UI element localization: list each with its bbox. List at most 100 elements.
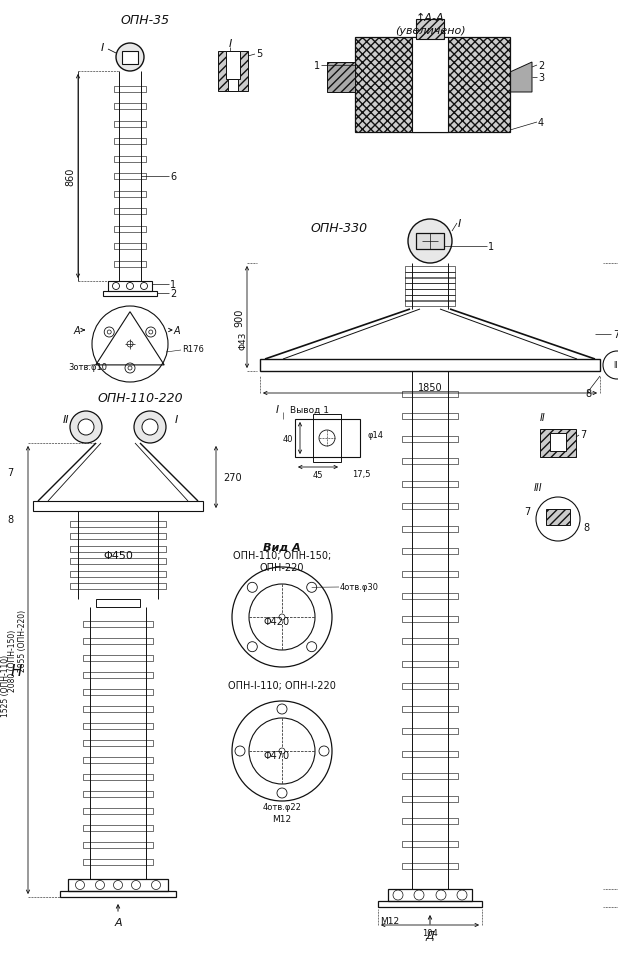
Bar (546, 509, 570, 526)
Text: 6: 6 (170, 172, 176, 182)
Bar (70, 572, 166, 577)
Text: Φ420: Φ420 (264, 616, 290, 626)
Bar (114, 86, 146, 93)
Text: 17,5: 17,5 (352, 470, 371, 479)
Text: 5: 5 (256, 49, 262, 59)
Text: 7: 7 (523, 506, 530, 517)
Bar (228, 80, 238, 92)
Text: 2: 2 (170, 289, 176, 299)
Bar (114, 139, 146, 145)
Bar (70, 559, 166, 565)
Bar (83, 808, 153, 814)
Bar (218, 52, 248, 92)
Bar (114, 174, 146, 180)
Bar (402, 391, 458, 397)
Bar (402, 413, 458, 419)
Text: III: III (534, 483, 543, 492)
Bar (114, 209, 146, 215)
Text: H: H (11, 662, 22, 678)
Bar (405, 301, 455, 307)
Text: Вид A: Вид A (263, 542, 301, 552)
Bar (226, 52, 240, 80)
Text: I: I (229, 39, 232, 49)
Bar (33, 501, 203, 512)
Text: Вывод 1: Вывод 1 (290, 405, 329, 414)
Text: 2080 (ОПН-150): 2080 (ОПН-150) (7, 629, 17, 692)
Bar (416, 20, 444, 40)
Bar (83, 723, 153, 729)
Bar (355, 38, 510, 133)
Text: I: I (100, 43, 104, 53)
Bar (402, 572, 458, 577)
Bar (108, 281, 152, 292)
Text: 1525 (ОПН-110): 1525 (ОПН-110) (1, 655, 9, 716)
Bar (402, 526, 458, 532)
Text: A: A (174, 325, 180, 336)
Bar (83, 842, 153, 848)
Circle shape (70, 411, 102, 444)
Text: III: III (614, 361, 618, 370)
Bar (402, 751, 458, 757)
Text: M12: M12 (273, 815, 292, 824)
Bar (70, 521, 166, 527)
Bar (402, 706, 458, 712)
Text: 4отв.φ30: 4отв.φ30 (340, 583, 379, 592)
Text: 40: 40 (282, 434, 293, 443)
Bar (83, 757, 153, 763)
Text: 8: 8 (585, 389, 591, 399)
Bar (402, 549, 458, 555)
Bar (122, 52, 138, 64)
Bar (402, 594, 458, 600)
Bar (402, 661, 458, 667)
Bar (96, 599, 140, 608)
Text: 104: 104 (422, 928, 438, 938)
Text: 270: 270 (223, 473, 242, 483)
Text: R176: R176 (182, 345, 204, 354)
Bar (83, 791, 153, 797)
Text: 7: 7 (580, 430, 586, 440)
Text: 900: 900 (234, 309, 244, 327)
Text: 1: 1 (314, 61, 320, 71)
Text: 8: 8 (583, 523, 589, 532)
Text: A: A (114, 917, 122, 927)
Text: φ14: φ14 (367, 431, 383, 440)
Bar (68, 879, 168, 891)
Bar (114, 227, 146, 233)
Bar (402, 458, 458, 465)
Bar (295, 419, 360, 457)
Text: 860: 860 (65, 168, 75, 186)
Bar (83, 741, 153, 746)
Bar (114, 261, 146, 268)
Bar (260, 360, 600, 371)
Bar (70, 584, 166, 590)
Bar (388, 889, 472, 901)
Text: (увеличено): (увеличено) (395, 26, 465, 36)
Text: 7: 7 (7, 468, 13, 478)
Text: 2: 2 (538, 61, 544, 71)
Text: 8: 8 (7, 515, 13, 525)
Text: I: I (276, 404, 279, 414)
Bar (405, 295, 455, 301)
Text: ОПН-35: ОПН-35 (121, 14, 169, 26)
Text: 3отв.φ10: 3отв.φ10 (68, 362, 107, 371)
Circle shape (116, 44, 144, 72)
Text: 2855 (ОПН-220): 2855 (ОПН-220) (17, 610, 27, 671)
Bar (114, 191, 146, 197)
Text: Φ43: Φ43 (239, 331, 247, 350)
Text: I: I (174, 414, 177, 425)
Bar (83, 672, 153, 678)
Bar (327, 63, 355, 93)
Bar (402, 819, 458, 825)
Bar (550, 434, 566, 451)
Bar (114, 121, 146, 127)
Bar (402, 436, 458, 443)
Bar (70, 546, 166, 552)
Bar (83, 774, 153, 781)
Circle shape (279, 615, 285, 620)
Bar (83, 859, 153, 865)
Circle shape (142, 419, 158, 436)
Bar (402, 684, 458, 690)
Text: ОПН-110-220: ОПН-110-220 (97, 391, 183, 404)
Bar (405, 283, 455, 290)
Text: II: II (63, 414, 69, 425)
